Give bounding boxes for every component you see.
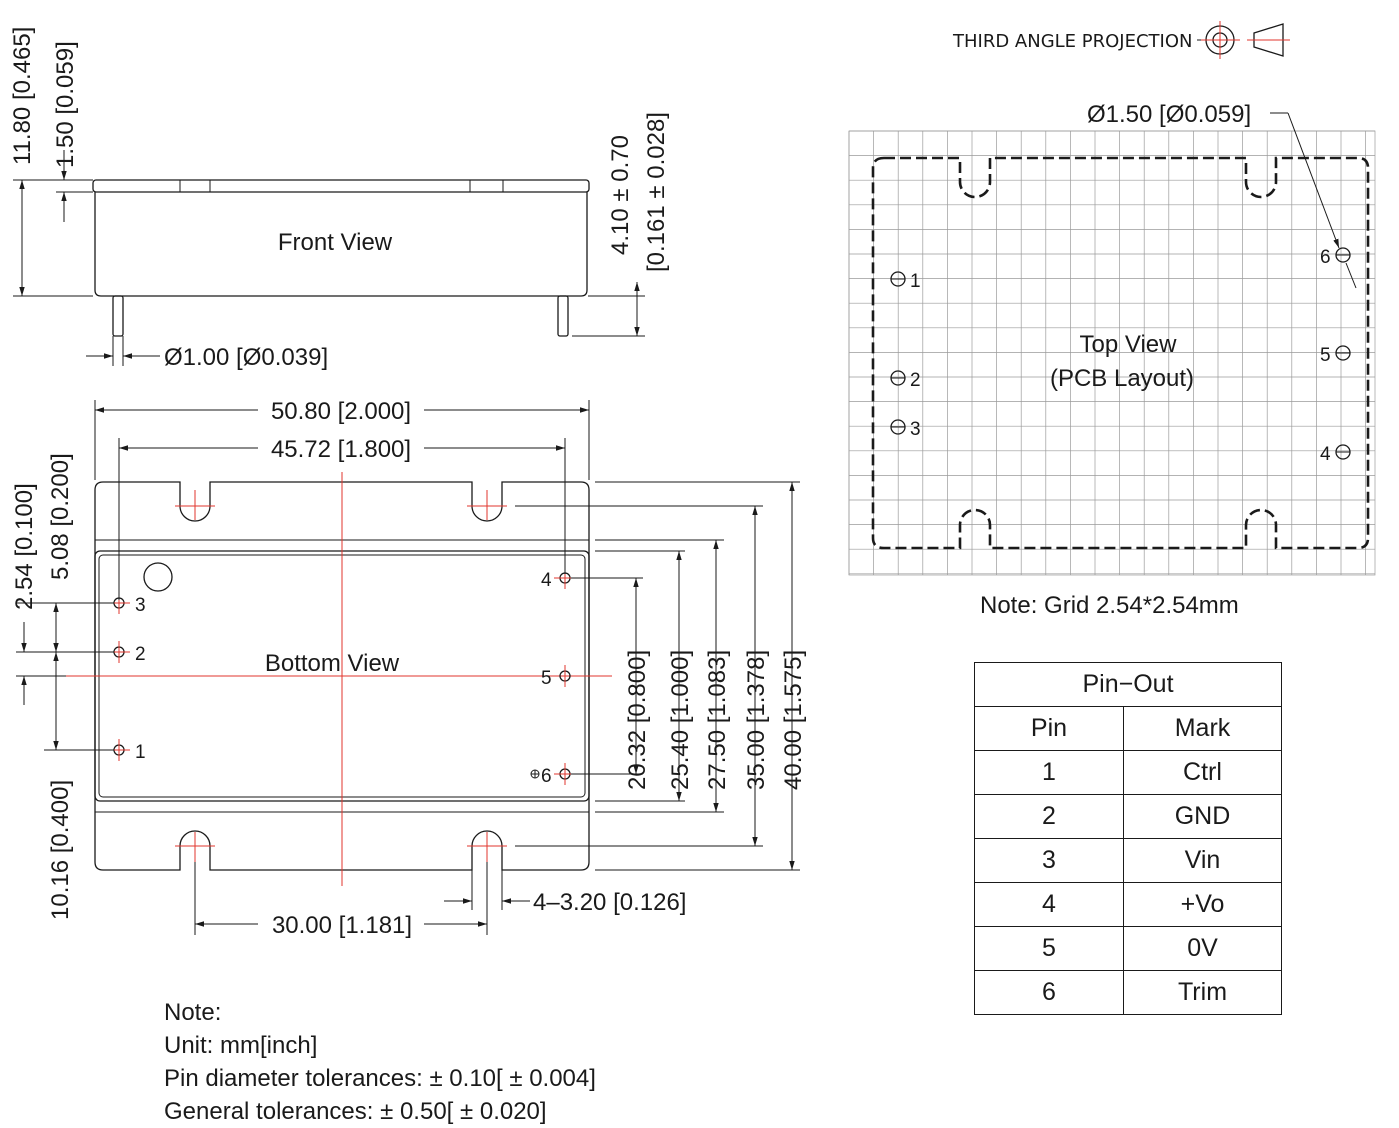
dim-pin-pitch: 2.54 [0.100]	[11, 483, 38, 610]
top-view: 1 2 3 4 5 6 Ø1.50 [Ø0.059] Top View (PCB…	[848, 101, 1376, 576]
pinout-header-pin: Pin	[974, 706, 1124, 751]
bottom-pin-1: 1	[108, 739, 146, 763]
bottom-view-title: Bottom View	[265, 650, 400, 677]
svg-text:3: 3	[135, 595, 146, 616]
dim-length: 50.80 [2.000]	[271, 398, 411, 425]
table-row: 4 +Vo	[974, 882, 1282, 927]
dim-pin-offset: 5.08 [0.200]	[47, 453, 74, 580]
dim-slot-span: 45.72 [1.800]	[271, 436, 411, 463]
bottom-pin-4: 4	[541, 567, 576, 591]
svg-text:4: 4	[541, 570, 552, 591]
svg-text:4: 4	[1320, 444, 1331, 465]
table-row: 5 0V	[974, 926, 1282, 971]
top-view-subtitle: (PCB Layout)	[1050, 365, 1194, 392]
dim-40: 40.00 [1.575]	[780, 650, 807, 790]
pcb-pin-1: 1	[890, 271, 921, 292]
dim-27: 27.50 [1.083]	[704, 650, 731, 790]
svg-text:6: 6	[541, 766, 552, 787]
svg-text:1: 1	[910, 271, 921, 292]
svg-text:5: 5	[1320, 345, 1331, 366]
dim-25: 25.40 [1.000]	[667, 650, 694, 790]
bottom-pin-2: 2	[108, 641, 146, 665]
dim-pin-diameter: Ø1.00 [Ø0.039]	[164, 344, 328, 371]
front-view: Front View 11.80 [0.465] 1.50 [0.059] 4.…	[9, 27, 670, 371]
notes-block: Note: Unit: mm[inch] Pin diameter tolera…	[164, 996, 596, 1128]
pcb-pin-5: 5	[1320, 345, 1351, 366]
bottom-pin-3: 3	[108, 592, 146, 616]
svg-text:2: 2	[910, 370, 921, 391]
table-row: 2 GND	[974, 794, 1282, 839]
svg-text:3: 3	[910, 419, 921, 440]
dim-pin-length-in: [0.161 ± 0.028]	[643, 112, 670, 272]
dim-flange: 1.50 [0.059]	[52, 41, 79, 168]
table-row: 3 Vin	[974, 838, 1282, 883]
dim-height: 11.80 [0.465]	[9, 27, 36, 165]
bottom-pin-5: 5	[541, 665, 571, 689]
front-view-title: Front View	[278, 229, 393, 256]
dim-slot-pitch: 30.00 [1.181]	[272, 912, 412, 939]
dim-35: 35.00 [1.378]	[743, 650, 770, 790]
pcb-pin-4: 4	[1320, 444, 1351, 465]
notes-title: Note:	[164, 999, 222, 1026]
pcb-grid	[848, 130, 1376, 576]
svg-text:5: 5	[541, 668, 552, 689]
notes-general-tolerance: General tolerances: ± 0.50[ ± 0.020]	[164, 1098, 547, 1125]
pcb-pin-3: 3	[890, 419, 921, 440]
pcb-pin-2: 2	[890, 370, 921, 391]
svg-text:2: 2	[135, 644, 146, 665]
pinout-title: Pin−Out	[974, 662, 1282, 707]
top-view-title: Top View	[1080, 331, 1178, 358]
dim-20: 20.32 [0.800]	[624, 650, 651, 790]
svg-text:1: 1	[135, 742, 146, 763]
svg-text:6: 6	[1320, 247, 1331, 268]
table-row: 6 Trim	[974, 970, 1282, 1015]
bottom-pin-6: 6	[530, 763, 576, 787]
grid-note: Note: Grid 2.54*2.54mm	[980, 592, 1239, 619]
dim-pin-length-mm: 4.10 ± 0.70	[607, 135, 634, 255]
bottom-view: 3 2 1 4 5 6 Bottom View	[11, 398, 807, 939]
pcb-outline	[871, 156, 1370, 550]
table-row: 1 Ctrl	[974, 750, 1282, 795]
pinout-header-mark: Mark	[1123, 706, 1282, 751]
dim-slot-width: 4–3.20 [0.126]	[533, 889, 686, 916]
dim-pin1-offset: 10.16 [0.400]	[47, 780, 74, 920]
dim-hole: Ø1.50 [Ø0.059]	[1087, 101, 1251, 128]
projection-label: THIRD ANGLE PROJECTION	[952, 31, 1193, 52]
projection-symbol: THIRD ANGLE PROJECTION	[952, 21, 1290, 59]
pcb-pin-6: 6	[1320, 247, 1351, 268]
notes-pin-tolerance: Pin diameter tolerances: ± 0.10[ ± 0.004…	[164, 1065, 596, 1092]
notes-unit: Unit: mm[inch]	[164, 1032, 318, 1059]
